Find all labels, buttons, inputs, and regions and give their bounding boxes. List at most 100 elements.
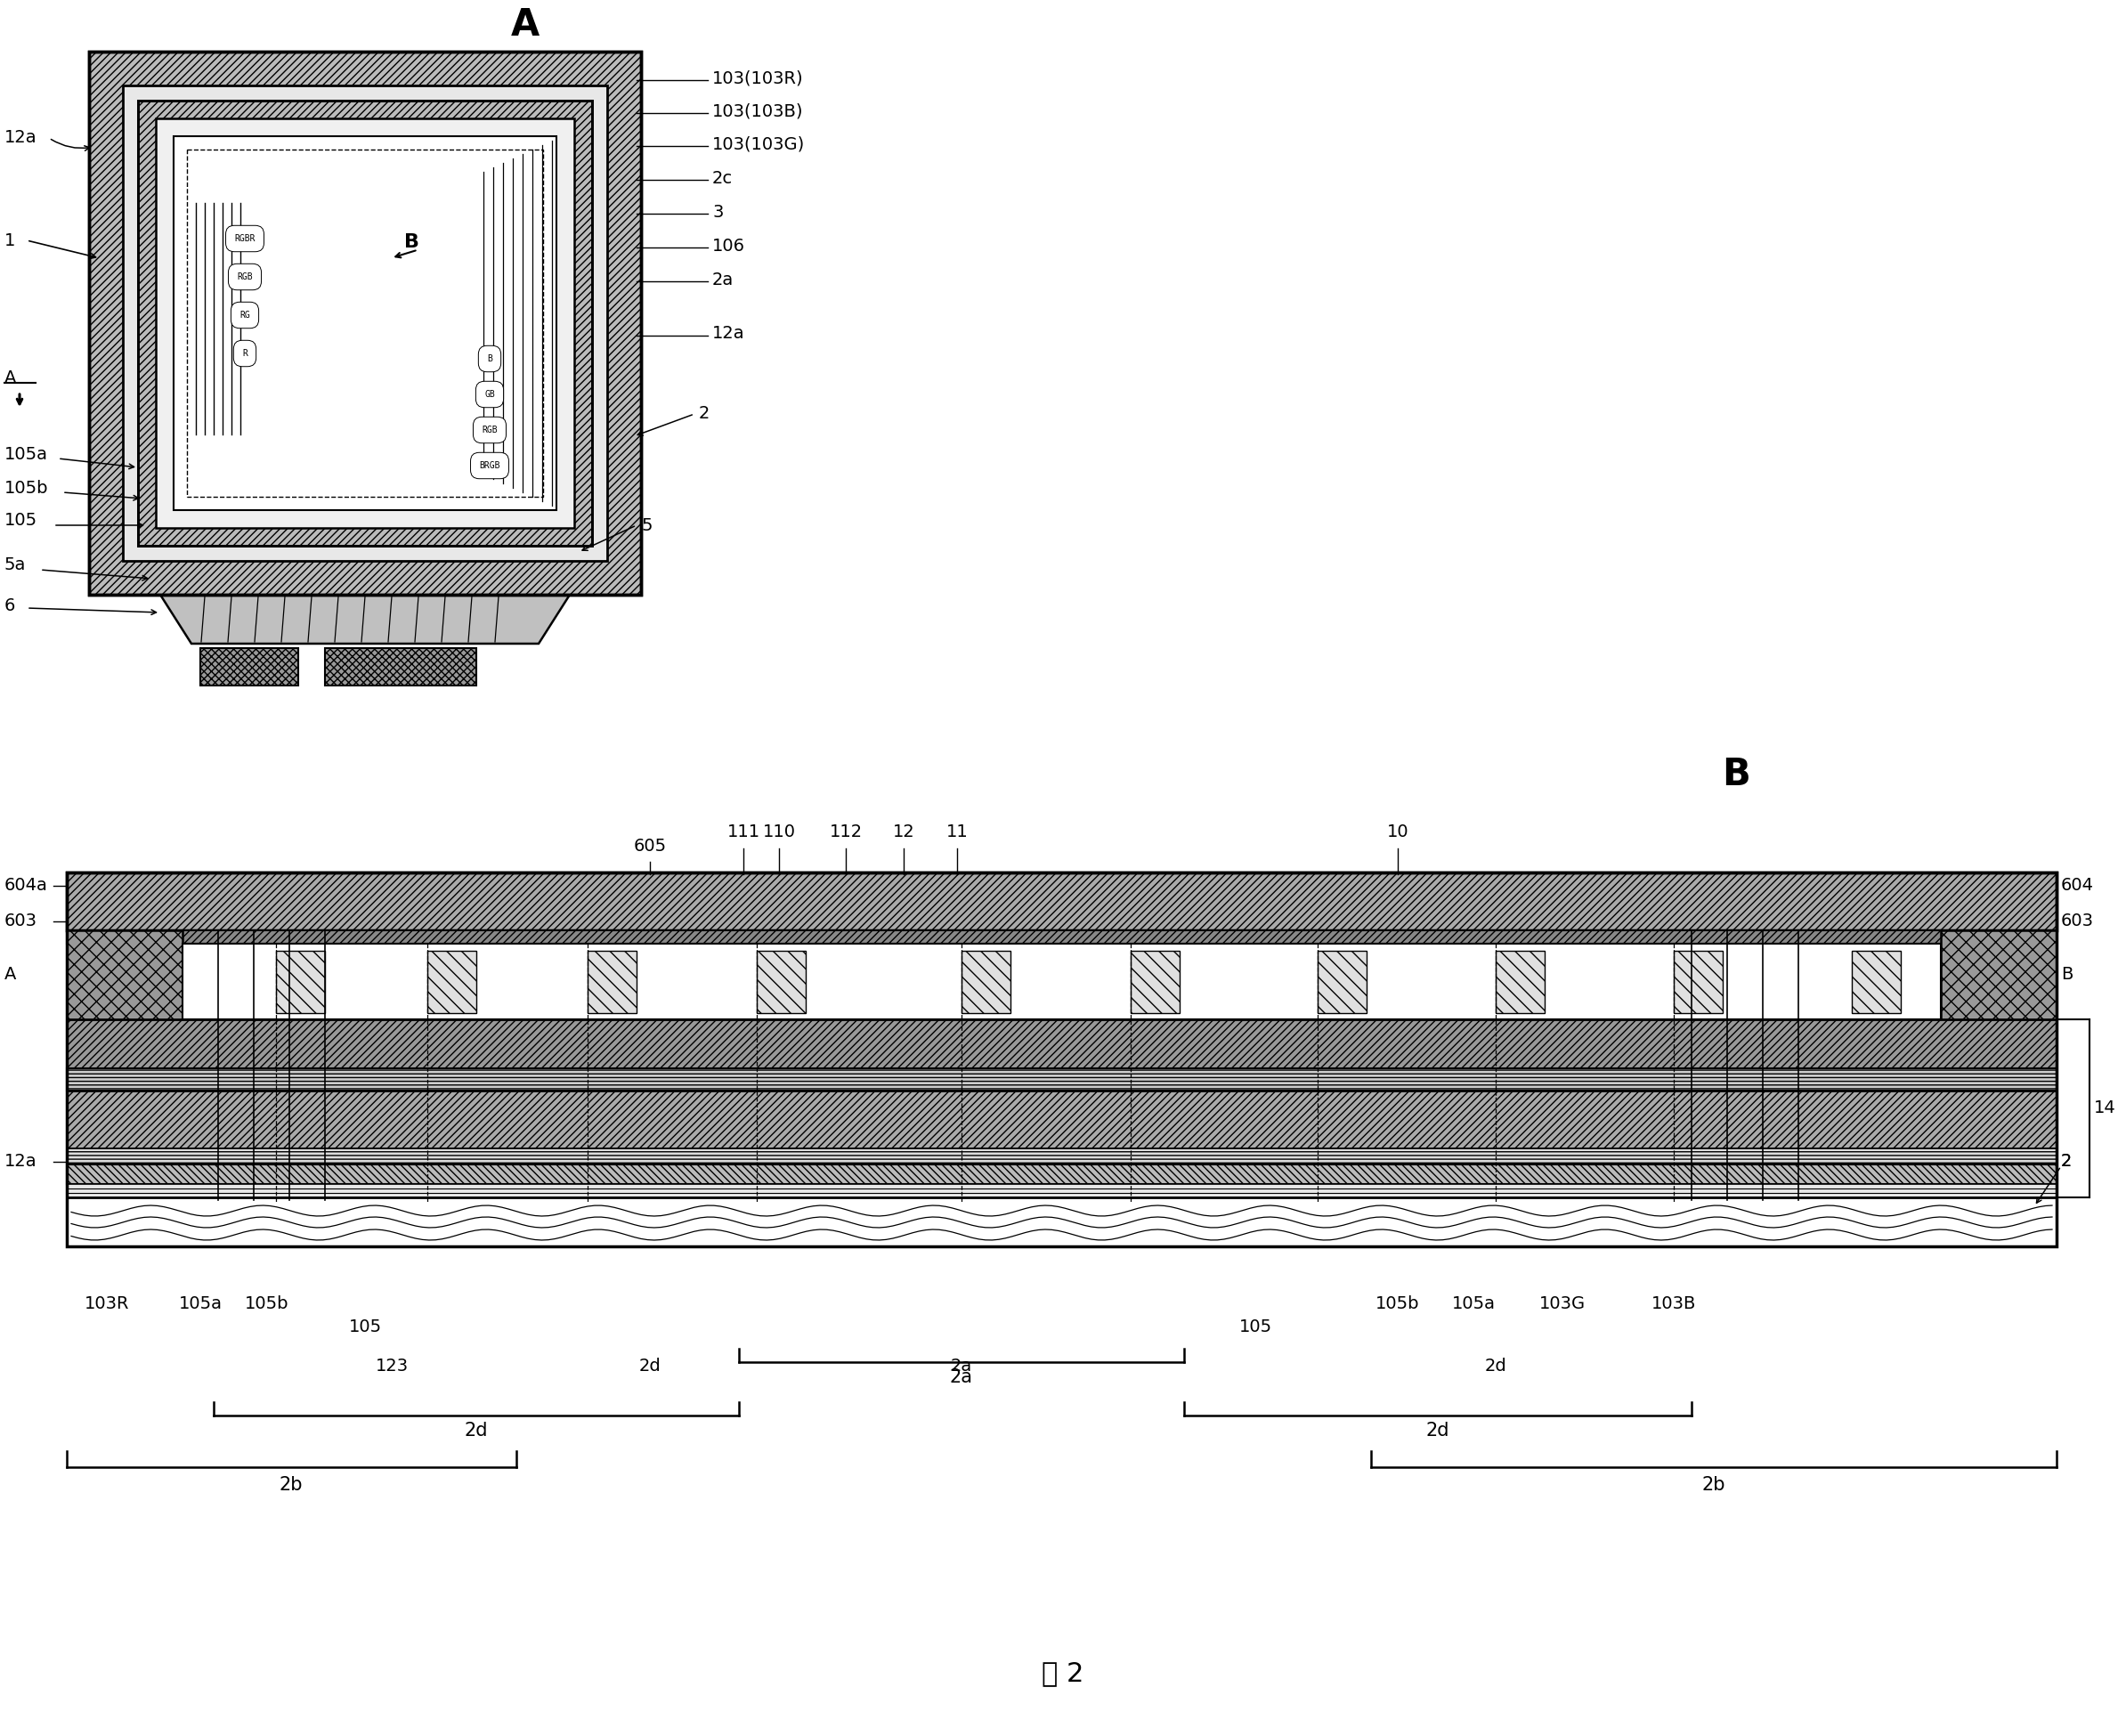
Text: 111: 111 (727, 825, 759, 840)
Text: 5: 5 (642, 517, 653, 533)
Text: A: A (510, 7, 540, 43)
Bar (66, 930, 2056, 944)
Bar (138, 101, 591, 545)
Text: GB: GB (485, 391, 495, 399)
Text: 2: 2 (699, 406, 710, 422)
Text: 105a: 105a (4, 446, 49, 462)
Text: 105: 105 (4, 512, 38, 529)
Bar (66, 873, 2056, 930)
Bar (587, 951, 636, 1014)
Bar (325, 648, 476, 686)
Text: 3: 3 (712, 203, 723, 220)
Text: 106: 106 (712, 238, 746, 253)
Text: A: A (4, 967, 17, 983)
Text: 105: 105 (349, 1318, 381, 1335)
FancyBboxPatch shape (1852, 948, 1901, 970)
Text: 103(103R): 103(103R) (712, 69, 804, 87)
FancyBboxPatch shape (210, 203, 332, 422)
Text: 605: 605 (634, 837, 665, 854)
Bar (66, 1149, 2056, 1165)
Bar (1852, 951, 1901, 1014)
Text: 603: 603 (2060, 913, 2094, 930)
Polygon shape (159, 595, 570, 644)
Bar (276, 951, 325, 1014)
Text: B: B (487, 354, 493, 363)
FancyBboxPatch shape (1495, 948, 1546, 970)
Text: 2b: 2b (279, 1476, 302, 1495)
Text: 12a: 12a (4, 130, 36, 146)
Bar (1131, 951, 1180, 1014)
FancyBboxPatch shape (196, 165, 534, 208)
FancyBboxPatch shape (1316, 948, 1367, 970)
FancyBboxPatch shape (757, 948, 806, 970)
Text: RGB: RGB (236, 273, 253, 281)
Text: 12a: 12a (712, 325, 744, 342)
Bar (66, 930, 183, 1028)
Text: 2c: 2c (712, 170, 733, 186)
Bar (427, 951, 476, 1014)
Bar (757, 951, 806, 1014)
Text: 6: 6 (4, 597, 15, 615)
Text: 105b: 105b (1376, 1295, 1420, 1312)
Text: 14: 14 (2094, 1101, 2115, 1116)
Bar (187, 149, 542, 496)
Text: 103(103B): 103(103B) (712, 102, 804, 120)
Text: 12a: 12a (4, 1153, 36, 1170)
Text: 2d: 2d (463, 1422, 489, 1439)
Bar (183, 944, 1941, 1019)
Bar (174, 135, 557, 510)
Bar (66, 1184, 2056, 1198)
Text: 105a: 105a (179, 1295, 221, 1312)
Bar (155, 118, 574, 528)
Text: 2: 2 (2060, 1153, 2073, 1170)
Text: 5a: 5a (4, 557, 26, 575)
Text: 105b: 105b (244, 1295, 289, 1312)
Text: 2a: 2a (950, 1368, 974, 1385)
Bar (1497, 951, 1546, 1014)
Bar (89, 52, 642, 595)
FancyBboxPatch shape (587, 948, 638, 970)
Bar (66, 1165, 2056, 1184)
Bar (66, 1019, 2056, 1068)
Text: RGBR: RGBR (234, 234, 255, 243)
Text: 12: 12 (893, 825, 914, 840)
Text: BRGB: BRGB (478, 462, 500, 470)
Bar (961, 951, 1010, 1014)
Text: R: R (242, 349, 247, 358)
Text: 604a: 604a (4, 877, 49, 894)
FancyBboxPatch shape (274, 948, 325, 970)
Bar (1318, 951, 1367, 1014)
Text: 2b: 2b (1703, 1476, 1726, 1495)
Text: 1: 1 (4, 233, 15, 248)
Text: 112: 112 (829, 825, 863, 840)
Bar (66, 873, 2056, 1246)
Text: 103G: 103G (1539, 1295, 1586, 1312)
Text: 105a: 105a (1452, 1295, 1495, 1312)
Text: B: B (2060, 967, 2073, 983)
Bar (200, 648, 298, 686)
Text: 103B: 103B (1652, 1295, 1697, 1312)
Text: 2a: 2a (950, 1358, 972, 1375)
Text: 103R: 103R (85, 1295, 130, 1312)
Text: RG: RG (240, 311, 251, 319)
Bar (66, 1068, 2056, 1090)
Text: 110: 110 (763, 825, 795, 840)
Text: 2d: 2d (1484, 1358, 1507, 1375)
Text: 105: 105 (1239, 1318, 1271, 1335)
Text: 604: 604 (2060, 877, 2094, 894)
Text: 603: 603 (4, 913, 38, 930)
Text: B: B (1722, 755, 1750, 793)
Bar (66, 1198, 2056, 1246)
FancyBboxPatch shape (189, 156, 540, 481)
Text: RGB: RGB (483, 425, 497, 434)
Text: A: A (4, 370, 17, 387)
FancyBboxPatch shape (427, 948, 476, 970)
Text: 图 2: 图 2 (1042, 1661, 1084, 1687)
Bar (123, 85, 608, 561)
Text: 2a: 2a (712, 271, 733, 288)
Text: 2d: 2d (1427, 1422, 1450, 1439)
Text: 11: 11 (946, 825, 967, 840)
FancyBboxPatch shape (1673, 948, 1724, 970)
Text: B: B (404, 233, 419, 250)
Text: 2: 2 (2060, 1153, 2073, 1170)
